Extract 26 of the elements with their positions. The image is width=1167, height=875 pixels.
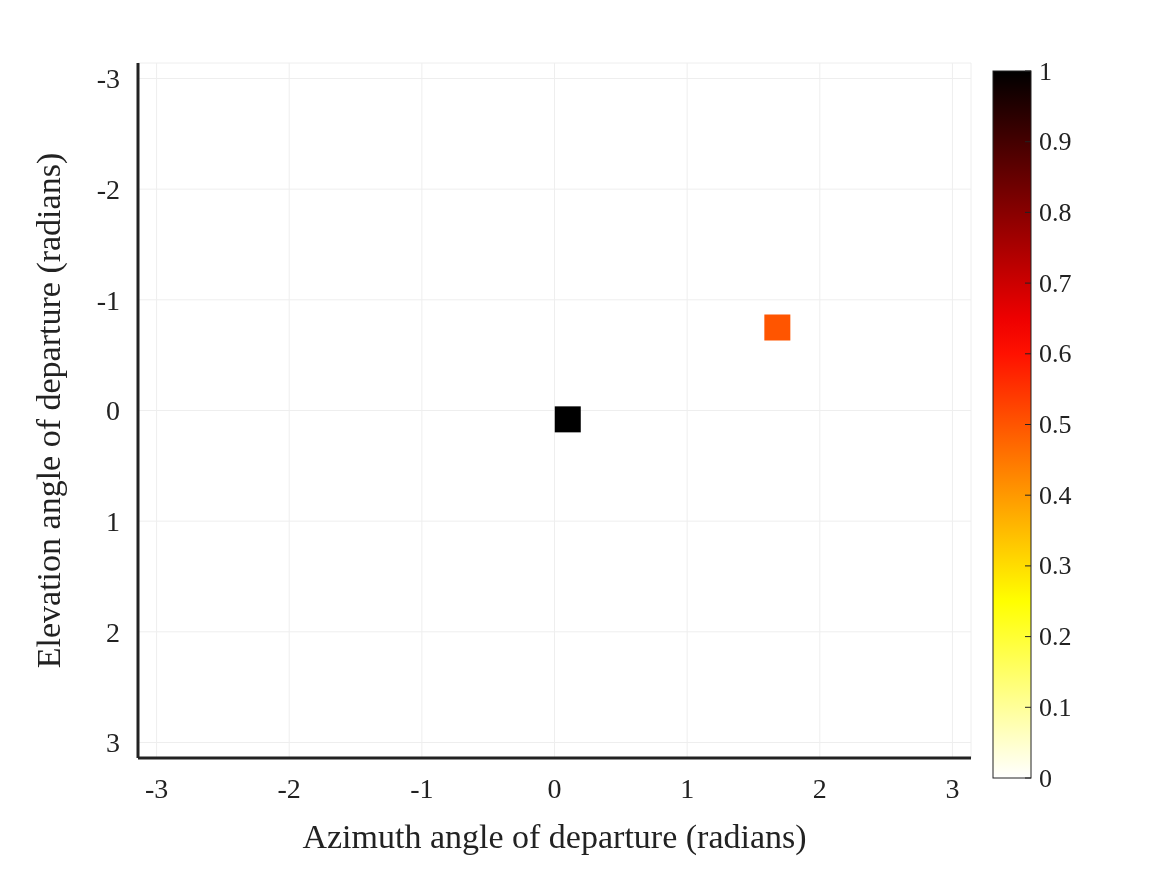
y-tick-label: 0 (106, 395, 120, 427)
x-tick-label: -1 (410, 772, 434, 804)
x-tick-label: -3 (144, 772, 169, 804)
color-bar-label: 0.6 (1039, 339, 1072, 369)
y-tick-label: 2 (106, 616, 120, 648)
x-tick-label: -2 (277, 772, 301, 804)
x-tick-label: 3 (945, 772, 960, 804)
color-bar-label: 0.2 (1039, 622, 1072, 652)
color-bar-label: 0.3 (1039, 551, 1072, 581)
color-bar-label: 0.5 (1039, 410, 1072, 439)
y-tick-label: -2 (96, 174, 120, 206)
y-axis-title: Elevation angle of departure (radians) (30, 152, 69, 669)
color-bar-label: 0.8 (1039, 197, 1072, 227)
y-tick-label: 3 (106, 727, 120, 759)
x-tick-label: 2 (812, 772, 827, 804)
color-bar-label: 0.7 (1039, 268, 1072, 298)
color-bar-label: 0.1 (1039, 692, 1072, 722)
x-tick-label: 0 (547, 772, 562, 804)
x-tick-label: 1 (680, 772, 695, 804)
y-tick-label: -1 (96, 284, 120, 316)
y-tick-label: 1 (106, 506, 120, 538)
color-bar-label: 0.4 (1039, 480, 1072, 510)
color-bar-label: 1 (1039, 56, 1052, 86)
x-axis-title: Azimuth angle of departure (radians) (302, 818, 807, 856)
y-tick-label: -3 (96, 63, 120, 95)
color-bar-label: 0.9 (1039, 127, 1072, 157)
